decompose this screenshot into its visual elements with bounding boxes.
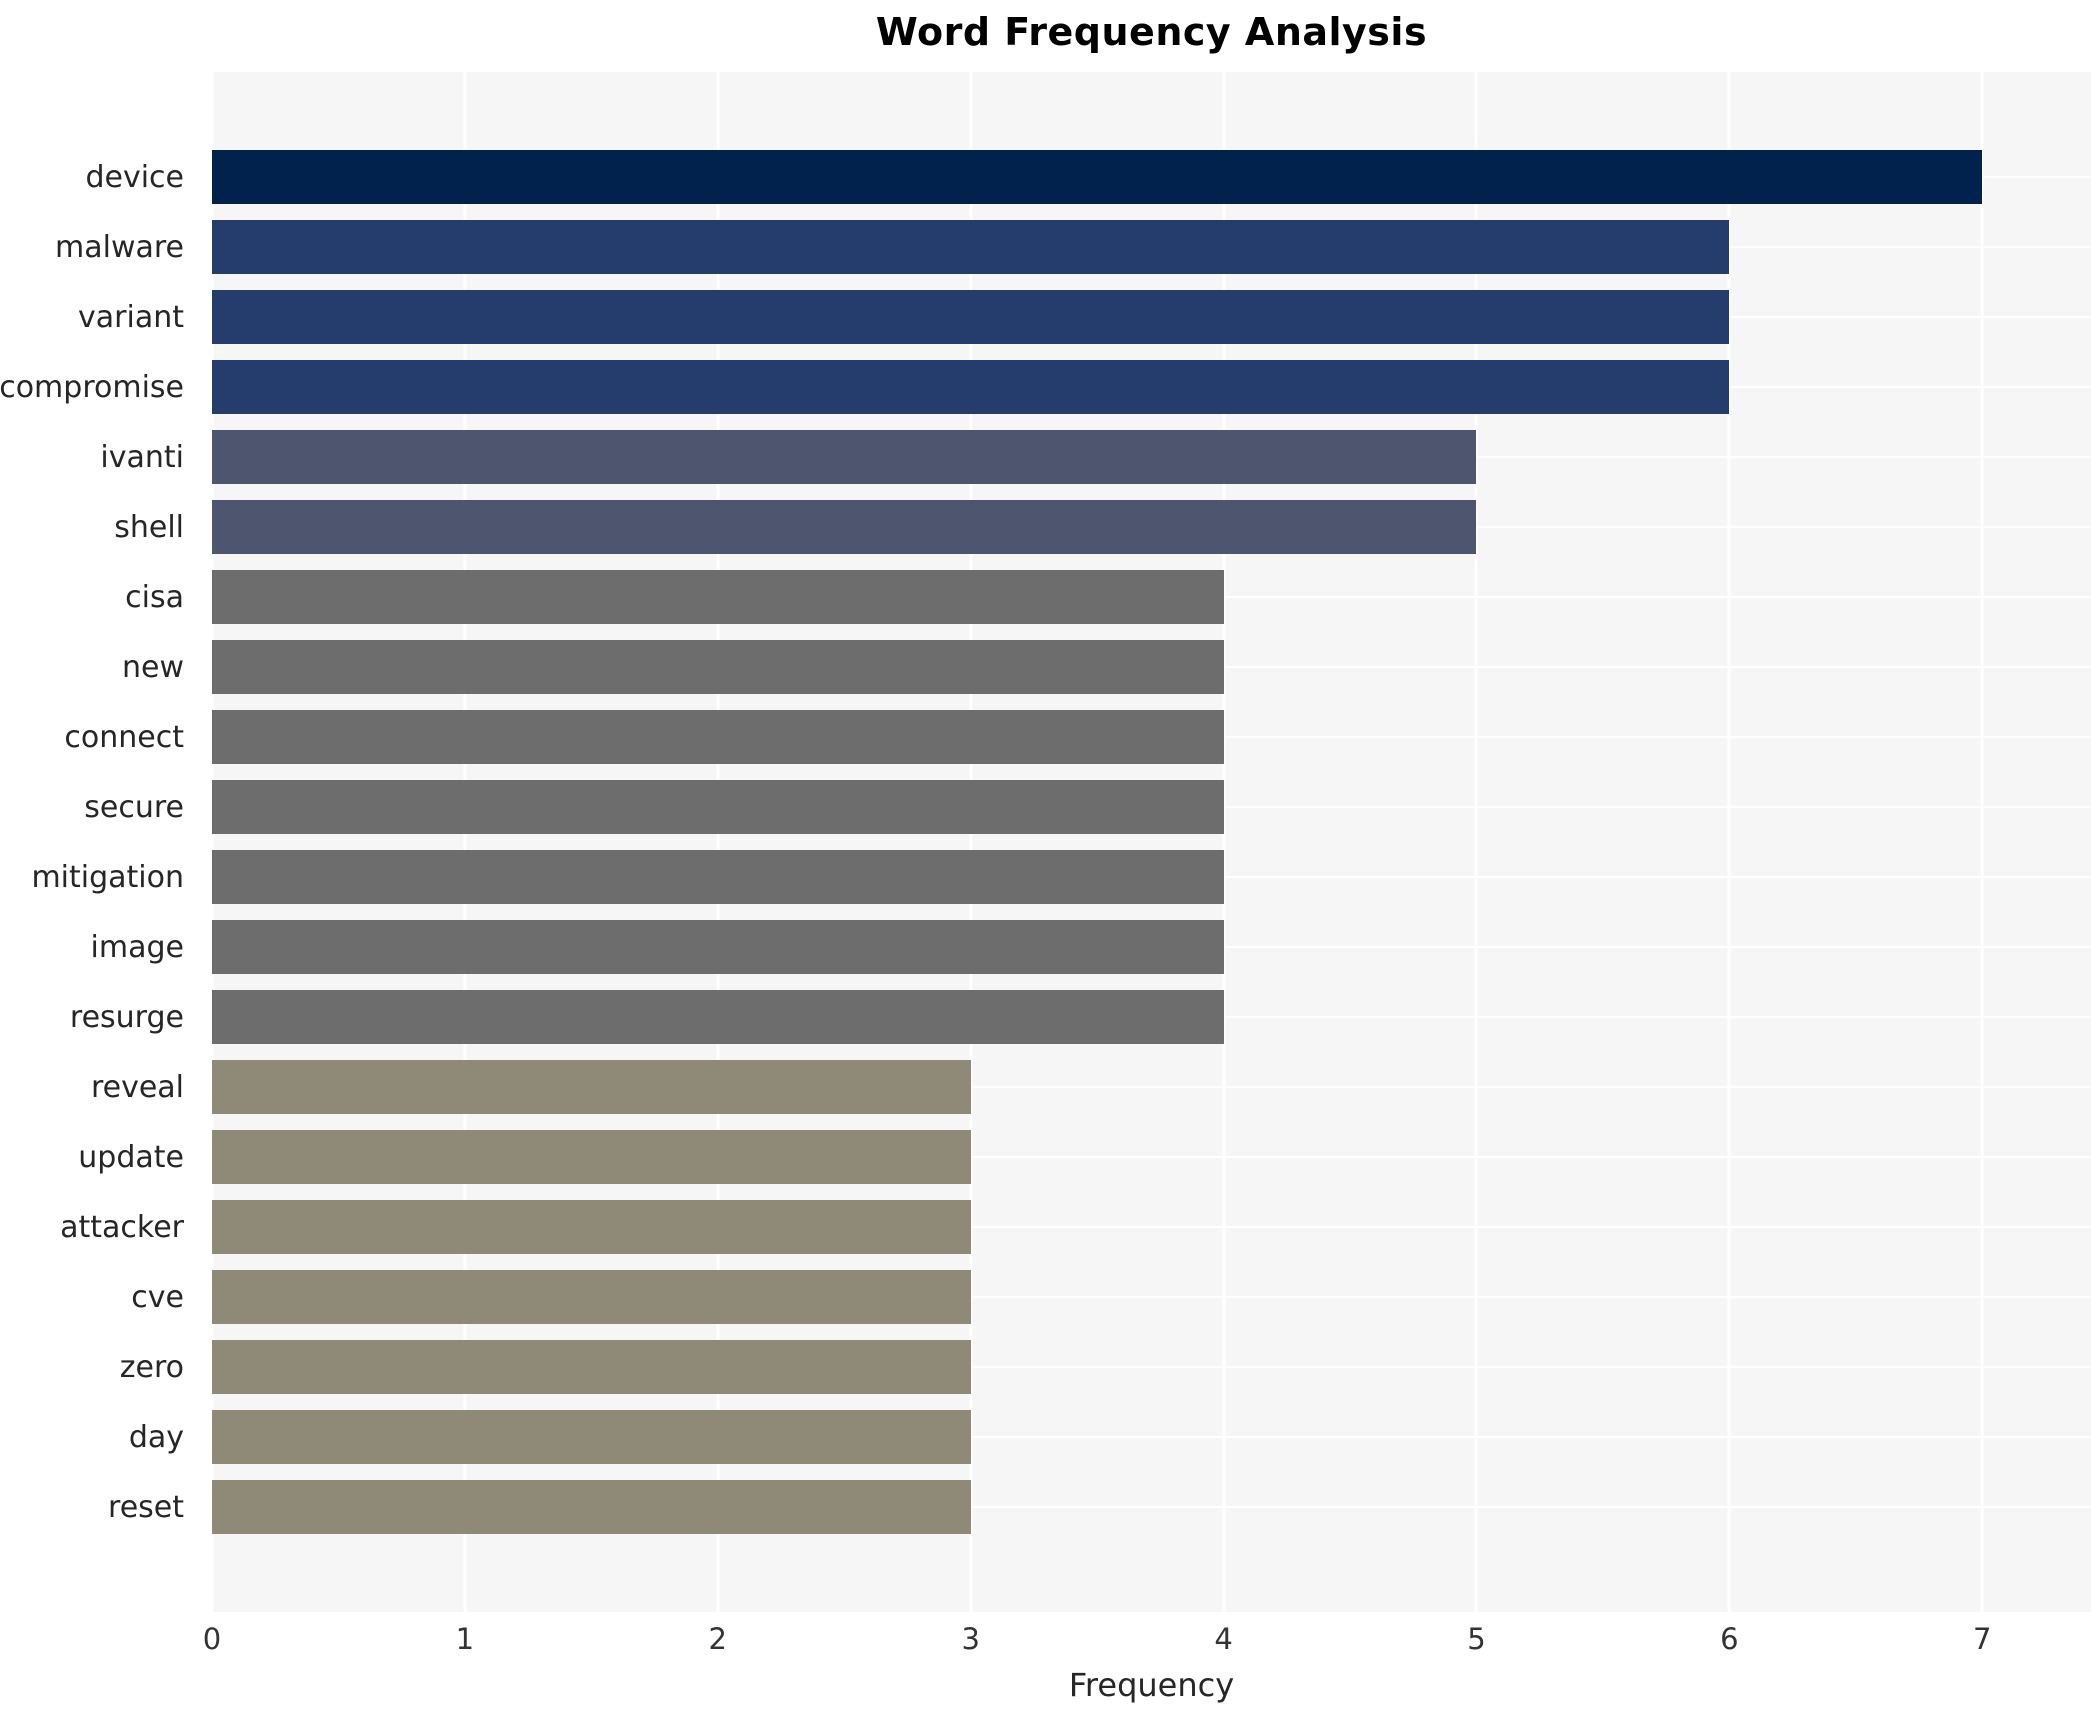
horizontal-gridline [212,1156,2091,1158]
y-tick-label-mitigation: mitigation [31,859,184,895]
bar-row-reveal [212,1052,2091,1122]
chart-title: Word Frequency Analysis [875,10,1428,54]
y-tick-label-reveal: reveal [90,1069,184,1105]
x-tick-label-6: 6 [1720,1622,1739,1656]
y-tick-label-new: new [121,649,184,685]
x-tick-label-5: 5 [1467,1622,1486,1656]
bar-row-resurge [212,982,2091,1052]
x-tick-label-2: 2 [708,1622,728,1656]
y-tick-label-shell: shell [114,509,184,545]
y-tick-label-ivanti: ivanti [100,439,184,475]
bar-new [212,639,1224,695]
bar-ivanti [212,429,1477,485]
vertical-gridline [1727,72,1731,1612]
bar-zero [212,1339,971,1395]
vertical-gridline [716,72,720,1612]
y-tick-label-compromise: compromise [0,369,184,405]
x-tick-label-4: 4 [1214,1622,1233,1656]
bar-cve [212,1269,971,1325]
bar-row-compromise [212,352,2091,422]
y-tick-label-update: update [78,1139,184,1175]
vertical-gridline [969,72,973,1612]
y-tick-label-zero: zero [119,1349,184,1385]
horizontal-gridline [212,1086,2091,1088]
horizontal-gridline [212,1296,2091,1298]
y-tick-label-device: device [85,159,184,195]
y-tick-label-variant: variant [78,299,184,335]
bar-update [212,1129,971,1185]
horizontal-gridline [212,1226,2091,1228]
y-tick-label-cisa: cisa [125,579,184,615]
bar-mitigation [212,849,1224,905]
horizontal-gridline [212,1366,2091,1368]
x-axis-label: Frequency [1068,1666,1235,1704]
vertical-gridline [463,72,467,1612]
y-tick-label-resurge: resurge [69,999,184,1035]
vertical-gridline [210,72,214,1612]
bar-row-cve [212,1262,2091,1332]
bar-shell [212,499,1477,555]
bar-row-connect [212,702,2091,772]
horizontal-gridline [212,1436,2091,1438]
y-tick-label-malware: malware [55,229,184,265]
x-tick-label-0: 0 [202,1622,222,1656]
y-tick-label-connect: connect [64,719,184,755]
bar-row-shell [212,492,2091,562]
bar-reveal [212,1059,971,1115]
bar-reset [212,1479,971,1535]
y-tick-label-secure: secure [84,789,184,825]
y-tick-label-day: day [128,1419,184,1455]
bar-row-update [212,1122,2091,1192]
bar-row-device [212,142,2091,212]
bar-row-reset [212,1472,2091,1542]
y-tick-label-attacker: attacker [60,1209,184,1245]
bar-variant [212,289,1730,345]
bar-row-ivanti [212,422,2091,492]
bar-row-variant [212,282,2091,352]
bar-cisa [212,569,1224,625]
vertical-gridline [1222,72,1226,1612]
vertical-gridline [1474,72,1478,1612]
bar-row-secure [212,772,2091,842]
bar-row-malware [212,212,2091,282]
bar-image [212,919,1224,975]
bar-device [212,149,1983,205]
bar-malware [212,219,1730,275]
bar-row-day [212,1402,2091,1472]
bar-row-zero [212,1332,2091,1402]
plot-area [210,72,2091,1612]
x-axis-ticks: 0 1 2 3 4 5 6 7 [203,1622,2091,1664]
bar-row-mitigation [212,842,2091,912]
y-tick-label-image: image [90,929,184,965]
x-tick-label-7: 7 [1973,1622,1992,1656]
x-tick-label-3: 3 [961,1622,980,1656]
y-tick-label-reset: reset [108,1489,184,1525]
y-axis-labels: device malware variant compromise ivanti shel… [0,72,196,1612]
bar-compromise [212,359,1730,415]
y-tick-label-cve: cve [131,1279,184,1315]
bar-row-cisa [212,562,2091,632]
bar-secure [212,779,1224,835]
bar-row-image [212,912,2091,982]
bar-day [212,1409,971,1465]
bar-row-new [212,632,2091,702]
bar-resurge [212,989,1224,1045]
horizontal-gridline [212,1506,2091,1508]
bar-attacker [212,1199,971,1255]
bar-connect [212,709,1224,765]
bar-row-attacker [212,1192,2091,1262]
x-tick-label-1: 1 [455,1622,475,1656]
vertical-gridline [1980,72,1984,1612]
bars-container [212,72,2091,1612]
